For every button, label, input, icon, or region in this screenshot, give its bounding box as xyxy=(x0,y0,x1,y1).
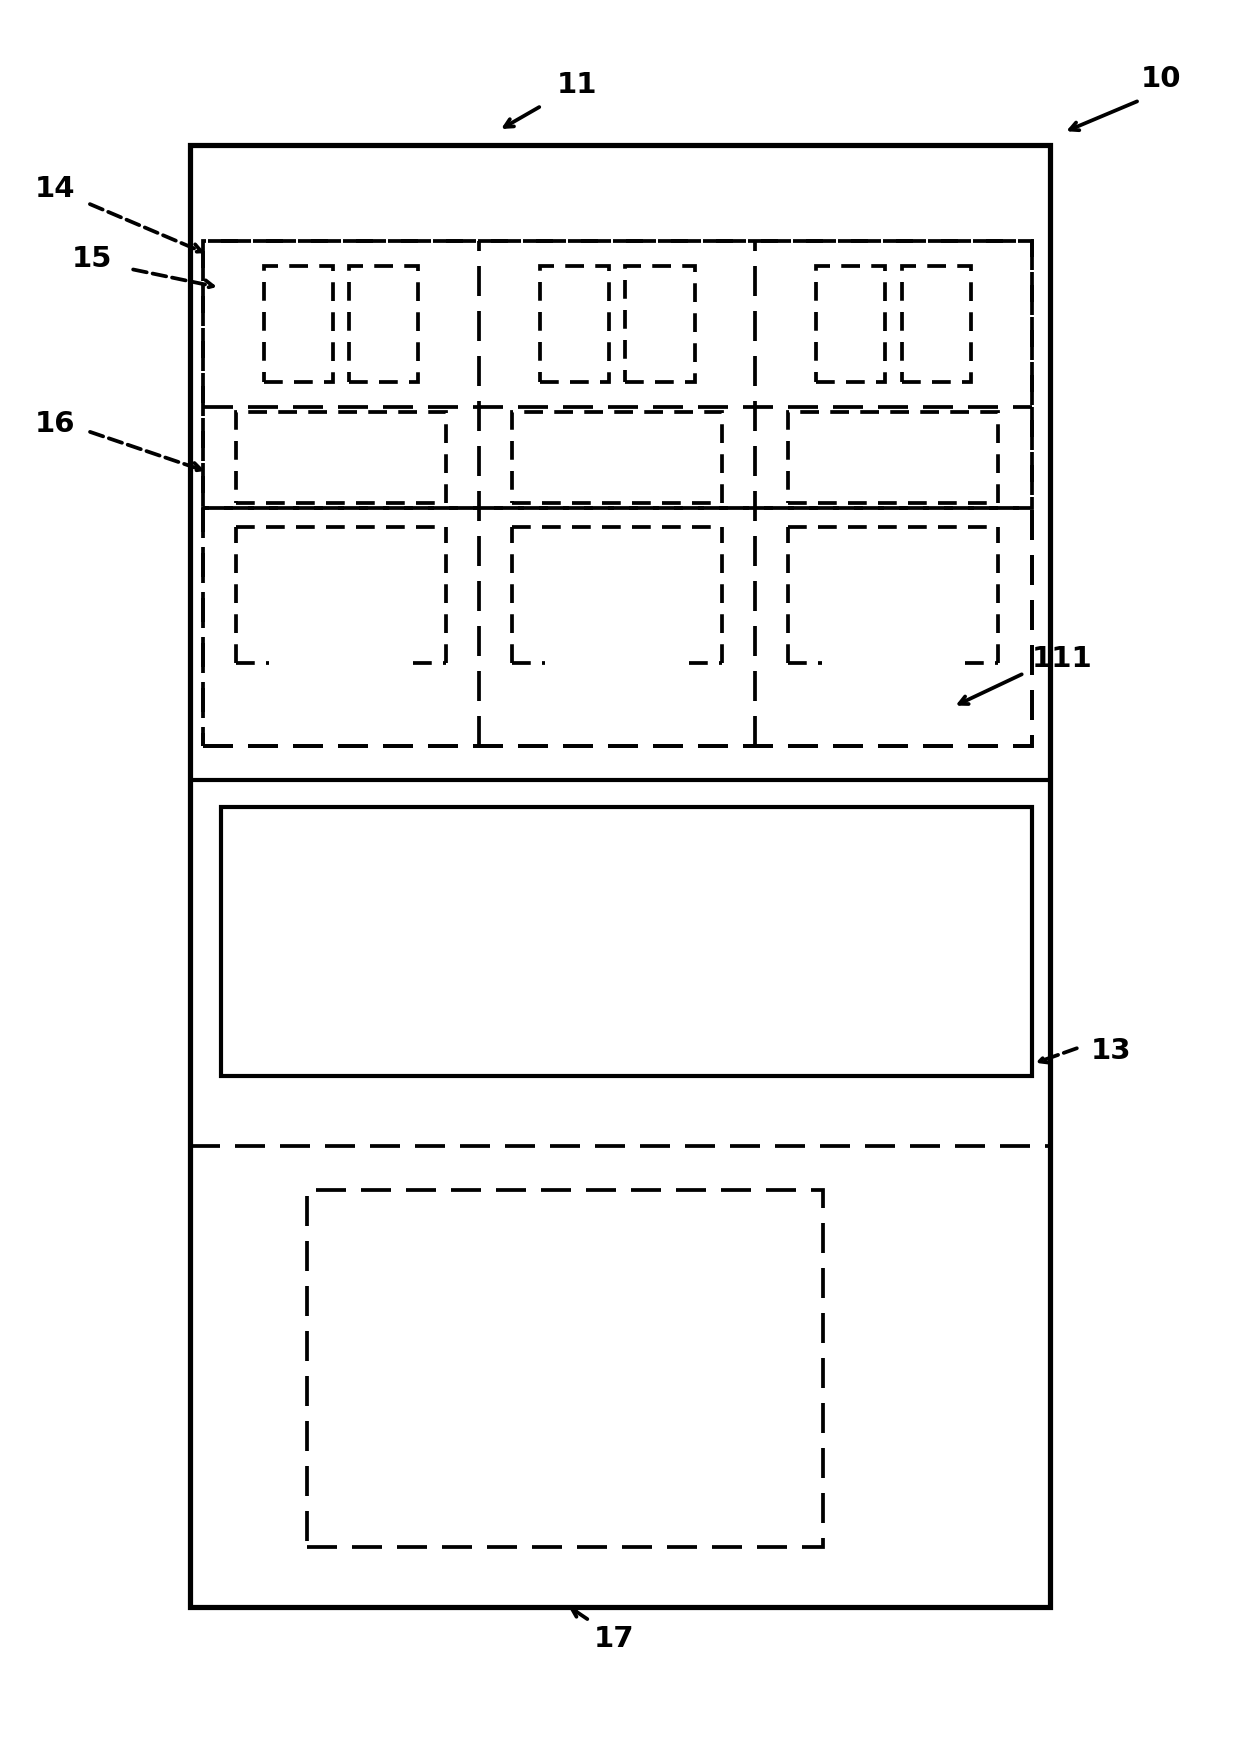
Text: 17: 17 xyxy=(594,1625,634,1653)
Bar xyxy=(308,1190,822,1546)
Text: 111: 111 xyxy=(1032,645,1092,673)
Bar xyxy=(512,412,722,503)
Bar xyxy=(789,412,998,503)
Bar xyxy=(348,266,418,382)
Bar xyxy=(236,412,445,503)
Text: 15: 15 xyxy=(72,245,113,273)
Bar xyxy=(202,242,1032,508)
Bar xyxy=(221,806,1032,1076)
Bar xyxy=(202,242,1032,747)
Bar xyxy=(539,266,609,382)
Bar xyxy=(901,266,971,382)
Bar xyxy=(625,266,694,382)
Text: 14: 14 xyxy=(35,175,76,203)
Bar xyxy=(202,508,1032,747)
Bar xyxy=(263,266,332,382)
Text: 10: 10 xyxy=(1140,65,1180,93)
Text: 13: 13 xyxy=(1091,1036,1131,1064)
Text: 11: 11 xyxy=(557,70,598,98)
Bar xyxy=(816,266,885,382)
Text: 16: 16 xyxy=(35,410,76,438)
Bar xyxy=(191,145,1049,1608)
